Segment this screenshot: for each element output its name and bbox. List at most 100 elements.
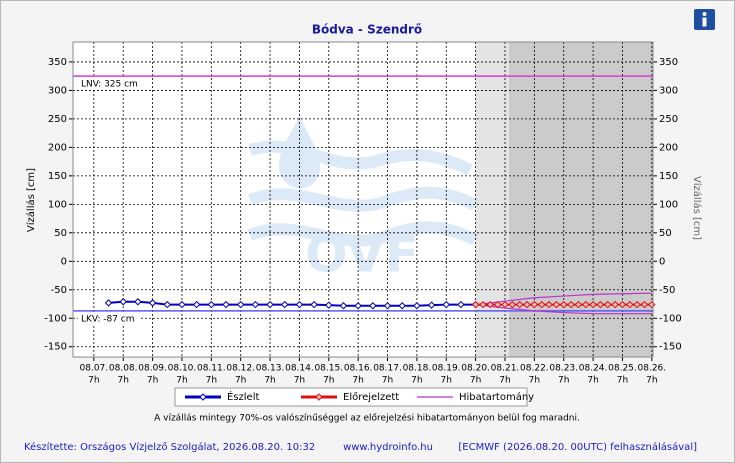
- data-point: [413, 302, 421, 310]
- y-axis-title: Vízállás [cm]: [25, 168, 37, 232]
- x-tick-hour: 7h: [558, 376, 569, 386]
- data-point: [442, 300, 450, 309]
- x-tick-hour: 7h: [147, 376, 158, 386]
- data-point: [207, 300, 216, 309]
- x-tick-hour: 7h: [499, 376, 510, 386]
- data-point: [266, 300, 274, 309]
- x-tick-label: 08.11.: [197, 364, 226, 374]
- data-point: [545, 300, 553, 309]
- data-point: [457, 300, 465, 309]
- data-point: [192, 300, 201, 309]
- reference-label-bg: [78, 78, 140, 90]
- x-tick-hour: 7h: [206, 376, 217, 386]
- data-point: [560, 300, 568, 309]
- footer-left: Készítette: Országos Vízjelző Szolgálat,…: [24, 441, 315, 453]
- data-point: [552, 300, 561, 309]
- x-tick-label: 08.19.: [432, 364, 461, 374]
- y2-tick-label: 150: [659, 171, 678, 182]
- x-tick-label: 08.26.: [638, 364, 667, 374]
- x-tick-hour: 7h: [352, 376, 363, 386]
- data-point: [325, 301, 333, 309]
- data-point: [508, 300, 517, 309]
- data-point: [295, 300, 304, 309]
- y-tick-label: 350: [48, 57, 67, 68]
- y-tick-label: 100: [48, 199, 67, 210]
- watermark-wave: [248, 140, 473, 176]
- x-tick-hour: 7h: [323, 376, 334, 386]
- x-tick-hour: 7h: [646, 376, 657, 386]
- x-tick-label: 08.23.: [549, 364, 578, 374]
- data-point: [589, 300, 597, 309]
- x-tick-hour: 7h: [117, 376, 128, 386]
- y-tick-label: 200: [48, 142, 67, 153]
- data-point: [618, 300, 627, 309]
- x-tick-hour: 7h: [264, 376, 275, 386]
- reference-label: LKV: -87 cm: [81, 314, 135, 324]
- watermark-text: OVF: [305, 226, 419, 284]
- data-point: [567, 300, 575, 309]
- x-tick-label: 08.22.: [520, 364, 549, 374]
- y2-tick-label: -50: [659, 285, 675, 296]
- x-tick-hour: 7h: [617, 376, 628, 386]
- data-point: [479, 300, 487, 309]
- x-tick-hour: 7h: [470, 376, 481, 386]
- data-point: [530, 300, 539, 309]
- x-tick-label: 08.12.: [226, 364, 255, 374]
- x-tick-hour: 7h: [176, 376, 187, 386]
- x-tick-label: 08.10.: [168, 364, 197, 374]
- y2-tick-label: 50: [659, 228, 672, 239]
- data-point: [515, 300, 524, 309]
- watermark-wave: [247, 186, 478, 212]
- x-tick-label: 08.15.: [314, 364, 343, 374]
- data-point: [574, 300, 583, 309]
- watermark-wave: [247, 221, 478, 247]
- x-tick-label: 08.08.: [109, 364, 138, 374]
- data-point: [339, 302, 348, 310]
- legend-label: Előrejelzett: [343, 391, 399, 403]
- y-tick-label: 0: [61, 256, 67, 267]
- note: A vízállás mintegy 70%-os valószínűségge…: [154, 413, 580, 424]
- y2-tick-label: -150: [659, 342, 682, 353]
- data-point: [163, 300, 171, 309]
- footer-center[interactable]: www.hydroinfo.hu: [343, 442, 433, 453]
- y-tick-label: -150: [44, 342, 67, 353]
- data-point: [493, 300, 502, 309]
- data-point: [236, 300, 245, 309]
- x-tick-label: 08.21.: [491, 364, 520, 374]
- x-tick-label: 08.16.: [344, 364, 373, 374]
- x-tick-label: 08.25.: [608, 364, 637, 374]
- x-tick-label: 08.09.: [138, 364, 167, 374]
- x-tick-hour: 7h: [235, 376, 246, 386]
- data-point: [134, 298, 142, 306]
- info-button[interactable]: [694, 9, 715, 30]
- reference-label: LNV: 325 cm: [81, 80, 138, 90]
- x-tick-hour: 7h: [441, 376, 452, 386]
- legend-marker: [199, 393, 207, 401]
- y2-tick-label: 100: [659, 199, 678, 210]
- y2-tick-label: 350: [659, 57, 678, 68]
- data-point: [310, 300, 318, 309]
- plot-border: [72, 41, 654, 358]
- data-point: [251, 300, 260, 309]
- legend-box: [174, 387, 528, 407]
- data-point: [604, 300, 612, 309]
- legend-label: Észlelt: [227, 390, 259, 403]
- y-tick-label: -100: [44, 313, 67, 324]
- y2-tick-label: 300: [659, 85, 678, 96]
- data-point: [383, 302, 392, 310]
- data-point: [582, 300, 590, 309]
- data-point: [471, 300, 480, 309]
- x-tick-hour: 7h: [587, 376, 598, 386]
- legend-label: Hibatartomány: [459, 391, 534, 403]
- data-point: [501, 300, 509, 309]
- data-point: [104, 299, 113, 307]
- forecast-region: [508, 42, 653, 357]
- x-tick-label: 08.14.: [285, 364, 314, 374]
- y2-tick-label: 250: [659, 114, 678, 125]
- chart-title: Bódva - Szendrő: [312, 23, 422, 37]
- legend-marker: [315, 393, 323, 401]
- data-point: [369, 302, 377, 310]
- data-point: [633, 300, 641, 309]
- y-tick-label: 300: [48, 85, 67, 96]
